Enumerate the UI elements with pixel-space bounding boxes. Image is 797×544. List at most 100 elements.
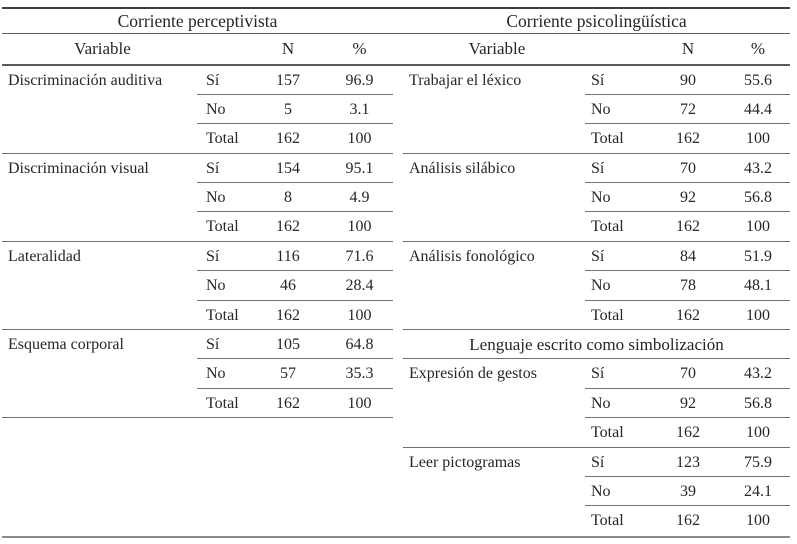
left-table-title: Corriente perceptivista bbox=[117, 10, 278, 31]
count-cell: 162 bbox=[676, 512, 700, 530]
column-header-variable: Variable bbox=[74, 39, 131, 58]
variable-cell: Lateralidad bbox=[8, 247, 81, 265]
option-cell: Sí bbox=[197, 66, 250, 95]
column-header-n: N bbox=[681, 39, 695, 58]
table-row: Análisis fonológico Sí 84 51.9 bbox=[403, 242, 790, 272]
table-row: Lateralidad Sí 116 71.6 bbox=[2, 242, 393, 272]
variable-cell: Leer pictogramas bbox=[409, 453, 521, 471]
variable-cell bbox=[403, 418, 585, 446]
option-cell: Sí bbox=[585, 154, 650, 184]
table-row: Análisis silábico Sí 70 43.2 bbox=[403, 154, 790, 184]
percent-cell: 100 bbox=[746, 424, 770, 442]
option-cell: Total bbox=[206, 218, 239, 236]
count-cell: 162 bbox=[276, 130, 300, 148]
variable-cell bbox=[2, 359, 197, 388]
variable-cell bbox=[2, 183, 197, 212]
variable-cell bbox=[2, 124, 197, 152]
option-cell: No bbox=[197, 359, 250, 389]
option-cell: No bbox=[585, 389, 650, 419]
percent-cell: 43.2 bbox=[726, 359, 790, 389]
column-header-n: N bbox=[281, 39, 295, 58]
table-row: Expresión de gestos Sí 70 43.2 bbox=[403, 359, 790, 389]
table-row: Total 162 100 bbox=[2, 212, 393, 242]
table-row: Leer pictogramas Sí 123 75.9 bbox=[403, 448, 790, 477]
percent-cell: 96.9 bbox=[326, 66, 393, 95]
column-header-spacer bbox=[585, 34, 650, 64]
right-table-body: Trabajar el léxico Sí 90 55.6 No 72 44.4… bbox=[403, 66, 790, 536]
table-row: No 5 3.1 bbox=[2, 95, 393, 125]
table-row: Discriminación auditiva Sí 157 96.9 bbox=[2, 66, 393, 95]
right-table-title: Corriente psicolingüística bbox=[506, 10, 687, 31]
divider-under-titles bbox=[2, 32, 790, 34]
option-cell: No bbox=[585, 95, 650, 125]
option-cell: Sí bbox=[197, 154, 250, 184]
table-row: Total 162 100 bbox=[403, 212, 790, 242]
variable-cell: Esquema corporal bbox=[8, 336, 124, 354]
count-cell: 116 bbox=[250, 242, 326, 272]
percent-cell: 100 bbox=[347, 218, 372, 236]
percent-cell: 100 bbox=[746, 512, 770, 530]
table-row: Total 162 100 bbox=[403, 301, 790, 331]
table-row: Total 162 100 bbox=[2, 301, 393, 331]
option-cell: Sí bbox=[585, 242, 650, 272]
option-cell: Total bbox=[206, 130, 239, 148]
variable-cell bbox=[403, 477, 585, 506]
table-row: No 92 56.8 bbox=[403, 389, 790, 419]
count-cell: 162 bbox=[676, 218, 700, 236]
count-cell: 162 bbox=[676, 306, 700, 324]
variable-cell: Discriminación visual bbox=[8, 159, 149, 177]
option-cell: Total bbox=[591, 306, 624, 324]
percent-cell: 100 bbox=[746, 130, 770, 148]
variable-cell: Análisis silábico bbox=[409, 159, 516, 177]
table-row: Total 162 100 bbox=[403, 506, 790, 535]
option-cell: No bbox=[585, 477, 650, 507]
count-cell: 162 bbox=[276, 306, 300, 324]
option-cell: Sí bbox=[197, 242, 250, 272]
variable-cell bbox=[403, 212, 585, 240]
variable-cell bbox=[2, 212, 197, 240]
count-cell: 162 bbox=[276, 394, 300, 412]
variable-cell bbox=[403, 271, 585, 300]
left-column-headers: Variable N % bbox=[2, 34, 393, 64]
divider-top bbox=[2, 7, 790, 9]
table-row: Discriminación visual Sí 154 95.1 bbox=[2, 154, 393, 184]
count-cell: 90 bbox=[650, 66, 726, 95]
percent-cell: 51.9 bbox=[726, 242, 790, 272]
column-header-percent: % bbox=[750, 39, 766, 58]
option-cell: No bbox=[197, 95, 250, 125]
variable-cell bbox=[403, 506, 585, 535]
variable-cell: Expresión de gestos bbox=[409, 365, 537, 383]
table-row: No 72 44.4 bbox=[403, 95, 790, 125]
option-cell: Total bbox=[591, 218, 624, 236]
percent-cell: 71.6 bbox=[326, 242, 393, 272]
option-cell: No bbox=[197, 271, 250, 301]
table-row: No 39 24.1 bbox=[403, 477, 790, 507]
percent-cell: 100 bbox=[347, 306, 372, 324]
right-column-headers: Variable N % bbox=[403, 34, 790, 64]
percent-cell: 56.8 bbox=[726, 183, 790, 213]
table-row: Trabajar el léxico Sí 90 55.6 bbox=[403, 66, 790, 95]
count-cell: 72 bbox=[650, 95, 726, 125]
count-cell: 57 bbox=[250, 359, 326, 389]
variable-cell bbox=[403, 389, 585, 418]
option-cell: No bbox=[585, 271, 650, 301]
count-cell: 70 bbox=[650, 154, 726, 184]
percent-cell: 4.9 bbox=[326, 183, 393, 213]
percent-cell: 48.1 bbox=[726, 271, 790, 301]
percent-cell: 100 bbox=[746, 218, 770, 236]
divider-under-column-headers bbox=[2, 64, 790, 66]
percent-cell: 100 bbox=[746, 306, 770, 324]
table-row: Total 162 100 bbox=[403, 418, 790, 448]
count-cell: 162 bbox=[676, 424, 700, 442]
option-cell: Sí bbox=[585, 448, 650, 477]
percent-cell: 56.8 bbox=[726, 389, 790, 419]
left-table-body: Discriminación auditiva Sí 157 96.9 No 5… bbox=[2, 66, 393, 419]
percent-cell: 24.1 bbox=[726, 477, 790, 507]
percent-cell: 35.3 bbox=[326, 359, 393, 389]
column-header-percent: % bbox=[352, 39, 367, 58]
variable-cell: Discriminación auditiva bbox=[8, 71, 163, 89]
variable-cell bbox=[2, 389, 197, 417]
option-cell: No bbox=[197, 183, 250, 213]
percent-cell: 44.4 bbox=[726, 95, 790, 125]
